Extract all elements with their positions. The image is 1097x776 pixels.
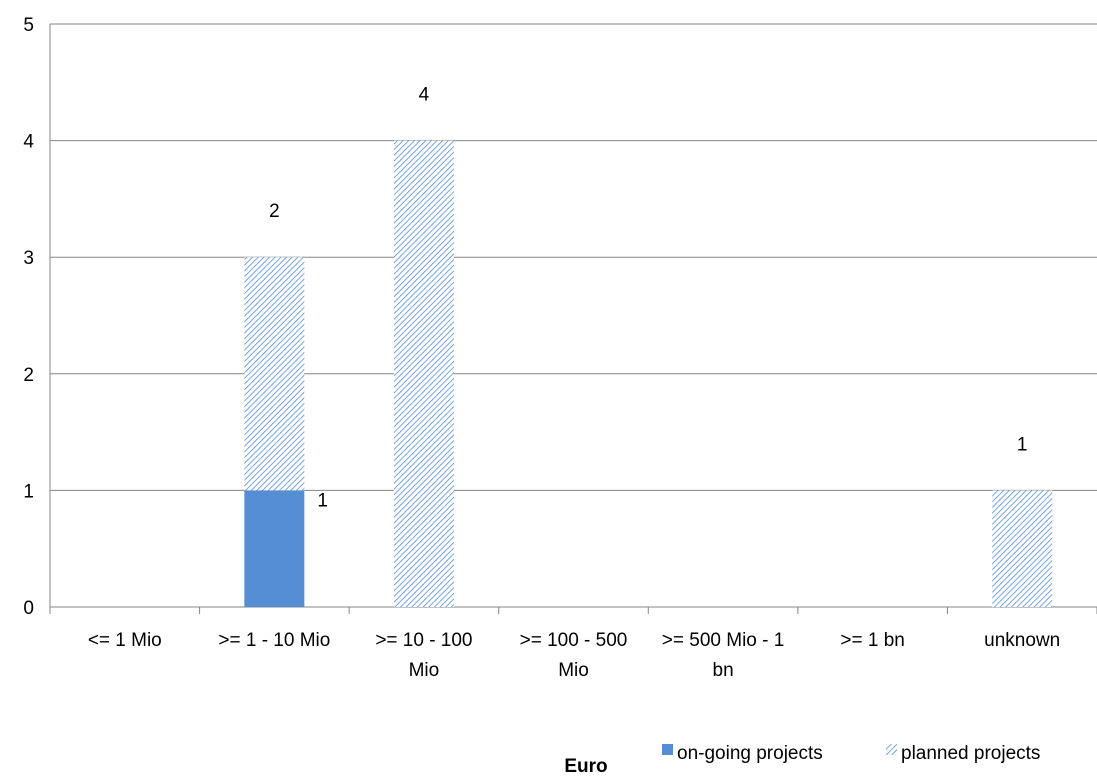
y-tick-label: 3 [23, 248, 34, 269]
legend-label: planned projects [901, 743, 1040, 764]
data-label: 1 [317, 490, 328, 511]
x-tick-label: unknown [984, 630, 1060, 651]
x-tick-label: >= 500 Mio - 1 bn [662, 630, 785, 681]
axes [49, 24, 1097, 614]
y-tick-label: 0 [23, 598, 34, 619]
legend-swatch [886, 744, 897, 755]
legend-label: on-going projects [677, 743, 823, 764]
bars [244, 140, 1053, 607]
x-axis-label: Euro [564, 756, 607, 776]
bar-planned [992, 490, 1053, 607]
x-axis-ticks: <= 1 Mio >= 1 - 10 Mio >= 10 - 100 Mio >= 10… [88, 630, 1060, 681]
x-tick-label: >= 10 - 100 Mio [375, 630, 472, 681]
legend-swatch [662, 744, 673, 755]
data-label: 1 [1017, 434, 1028, 455]
y-tick-label: 2 [23, 365, 34, 386]
bar-planned [244, 257, 305, 491]
x-tick-label: >= 1 bn [840, 630, 904, 651]
y-tick-label: 1 [23, 481, 34, 502]
legend: on-going projects planned projects [662, 743, 1040, 764]
y-tick-label: 5 [23, 15, 34, 36]
x-tick-label: >= 1 - 10 Mio [218, 630, 330, 651]
y-axis-ticks: 0 1 2 3 4 5 [23, 15, 34, 619]
x-tick-label: <= 1 Mio [88, 630, 162, 651]
data-label: 2 [269, 201, 280, 222]
data-labels: 2 4 1 1 [269, 85, 1027, 512]
bar-planned [393, 140, 454, 607]
gridlines [50, 23, 1097, 491]
x-tick-label: >= 100 - 500 Mio [520, 630, 628, 681]
y-tick-label: 4 [23, 132, 34, 153]
data-label: 4 [419, 85, 430, 106]
bar-ongoing [244, 490, 305, 607]
